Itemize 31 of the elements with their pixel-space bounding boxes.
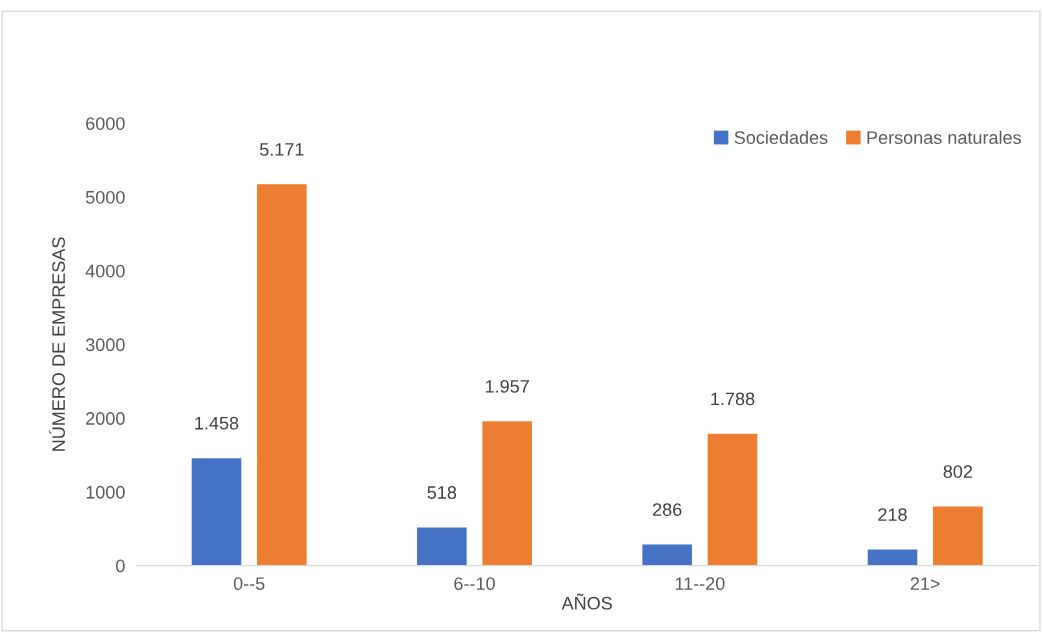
y-tick-label: 3000 (85, 338, 125, 352)
y-tick-label: 1000 (86, 485, 125, 499)
data-label: 218 (878, 508, 907, 521)
x-axis-title: AÑOS (561, 593, 612, 610)
data-label: 1.957 (485, 379, 529, 393)
data-label: 1.788 (711, 392, 755, 406)
legend-label: Personas naturales (867, 130, 1021, 144)
y-tick-label: 5000 (85, 190, 125, 204)
bar (867, 549, 918, 566)
data-label: 286 (653, 503, 682, 516)
y-axis-title: NÚMERO DE EMPRESAS (49, 237, 65, 451)
y-tick-label: 6000 (86, 117, 125, 130)
x-tick-label: 0--5 (233, 577, 265, 591)
bar (707, 433, 758, 566)
x-tick-label: 21> (910, 577, 940, 590)
bar (417, 527, 467, 566)
y-tick-label: 4000 (85, 264, 125, 278)
bar (191, 458, 242, 566)
x-tick-label: 11--20 (675, 577, 725, 591)
y-tick-label: 0 (116, 559, 125, 573)
bar (257, 184, 307, 566)
legend-label: Sociedades (734, 130, 828, 144)
bar (933, 506, 983, 566)
bar (642, 544, 692, 566)
bar (482, 421, 532, 566)
data-label: 5.171 (259, 143, 304, 156)
data-label: 518 (427, 486, 457, 499)
x-tick-label: 6--10 (454, 577, 495, 591)
y-tick-label: 2000 (86, 412, 125, 425)
data-label: 1.458 (195, 416, 239, 430)
data-label: 802 (943, 465, 972, 478)
